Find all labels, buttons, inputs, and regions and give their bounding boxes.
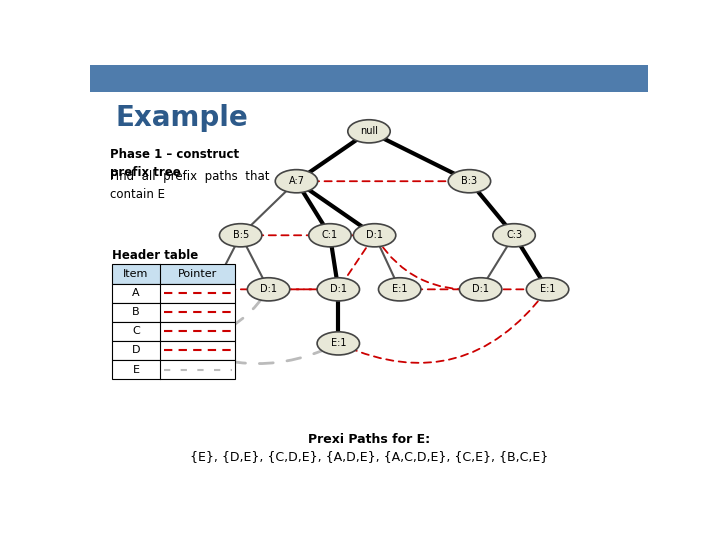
Ellipse shape [354, 224, 396, 247]
Ellipse shape [275, 170, 318, 193]
Text: D:1: D:1 [366, 230, 383, 240]
Text: {E}, {D,E}, {C,D,E}, {A,D,E}, {A,C,D,E}, {C,E}, {B,C,E}: {E}, {D,E}, {C,D,E}, {A,D,E}, {A,C,D,E},… [190, 450, 548, 463]
Text: Header table: Header table [112, 249, 199, 262]
Text: null: null [360, 126, 378, 136]
Text: D:1: D:1 [472, 285, 489, 294]
Bar [112, 284, 235, 302]
Text: C:3: C:3 [204, 285, 221, 294]
Bar [112, 265, 235, 284]
Text: A:7: A:7 [289, 176, 305, 186]
Text: Pointer: Pointer [178, 269, 217, 279]
Text: D:1: D:1 [168, 339, 185, 348]
Ellipse shape [309, 224, 351, 247]
Text: C:3: C:3 [506, 230, 522, 240]
Ellipse shape [248, 278, 289, 301]
Bar [112, 360, 235, 379]
Ellipse shape [449, 170, 490, 193]
Text: D:1: D:1 [260, 285, 277, 294]
Text: B:5: B:5 [233, 230, 249, 240]
Ellipse shape [348, 120, 390, 143]
Text: Item: Item [123, 269, 149, 279]
Ellipse shape [379, 278, 421, 301]
Bar [90, 65, 648, 92]
Bar [112, 341, 235, 360]
Text: Phase 1 – construct
prefix tree: Phase 1 – construct prefix tree [109, 148, 238, 179]
Text: E:1: E:1 [330, 339, 346, 348]
Ellipse shape [220, 224, 262, 247]
Bar [112, 302, 235, 322]
Ellipse shape [192, 278, 234, 301]
Text: A: A [132, 288, 140, 298]
Ellipse shape [317, 332, 359, 355]
Bar [112, 322, 235, 341]
Text: B: B [132, 307, 140, 317]
Ellipse shape [459, 278, 502, 301]
Text: Prexi Paths for E:: Prexi Paths for E: [308, 433, 430, 446]
Text: D:1: D:1 [330, 285, 347, 294]
Text: Find  all  prefix  paths  that
contain E: Find all prefix paths that contain E [109, 170, 269, 200]
Ellipse shape [156, 332, 198, 355]
Ellipse shape [526, 278, 569, 301]
Ellipse shape [317, 278, 359, 301]
Text: C:1: C:1 [322, 230, 338, 240]
Text: B:3: B:3 [462, 176, 477, 186]
Text: E:1: E:1 [540, 285, 555, 294]
Text: C: C [132, 326, 140, 336]
Text: E: E [132, 364, 140, 375]
Text: D: D [132, 346, 140, 355]
Text: E:1: E:1 [392, 285, 408, 294]
Text: Example: Example [115, 104, 248, 132]
Ellipse shape [493, 224, 535, 247]
